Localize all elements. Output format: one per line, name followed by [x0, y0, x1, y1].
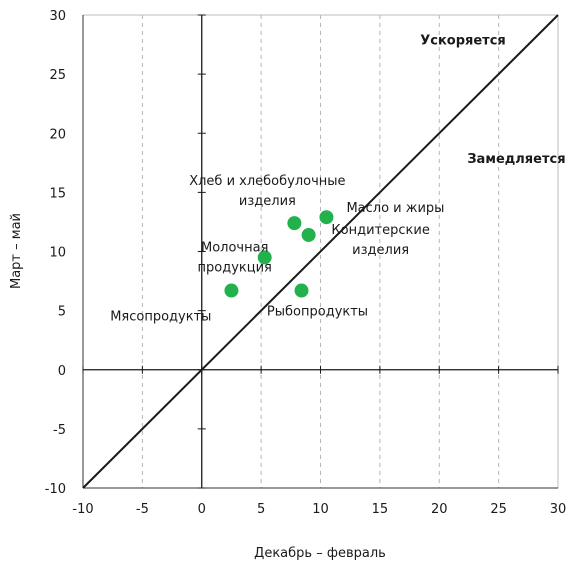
y-tick-label: 30 [49, 9, 66, 24]
tick-labels: -10 -5 0 5 10 15 20 25 30 -10 -5 0 5 10 15 20 25 30 [45, 9, 567, 517]
grid [141, 15, 500, 488]
x-tick-label: -10 [72, 502, 93, 517]
point-label: Рыбопродукты [267, 305, 368, 320]
x-tick-label: 20 [431, 502, 448, 517]
point-label: Хлеб и хлебобулочные изделия [189, 174, 345, 209]
x-tick-label: 5 [257, 502, 265, 517]
region-label: Ускоряется [420, 34, 506, 49]
y-axis-title: Март – май [9, 213, 24, 289]
point-label: Кондитерские изделия [331, 223, 429, 258]
region-label: Замедляется [467, 152, 565, 167]
diagonal-line [82, 14, 559, 489]
data-point [224, 283, 239, 298]
point-label-line: Масло и жиры [346, 201, 444, 216]
point-label-line: Хлеб и хлебобулочные [189, 174, 345, 189]
y-tick-label: 15 [49, 186, 66, 201]
y-tick-label: 5 [58, 305, 66, 320]
y-tick-label: 20 [49, 127, 66, 142]
x-tick-label: -5 [136, 502, 149, 517]
y-tick-label: -5 [53, 423, 66, 438]
point-label-line: Молочная [201, 240, 268, 255]
x-tick-label: 10 [312, 502, 329, 517]
data-points [224, 210, 334, 298]
data-point [301, 227, 316, 242]
point-label-line: продукция [198, 260, 272, 275]
point-labels: Мясопродукты Молочная продукция Хлеб и хлеб… [110, 174, 444, 324]
point-label-line: Мясопродукты [110, 310, 211, 325]
axes [82, 14, 559, 489]
point-label: Масло и жиры [346, 201, 444, 216]
data-point [294, 283, 309, 298]
point-label-line: Кондитерские [331, 223, 429, 238]
point-label-line: изделия [352, 243, 409, 258]
x-axis-title: Декабрь – февраль [254, 546, 386, 561]
y-tick-label: 10 [49, 246, 66, 261]
y-tick-label: -10 [45, 482, 66, 497]
point-label: Молочная продукция [198, 240, 272, 275]
x-tick-label: 15 [372, 502, 389, 517]
data-point [257, 250, 272, 265]
region-annotations: Ускоряется Замедляется [420, 34, 565, 167]
y-tick-label: 0 [58, 364, 66, 379]
point-label-line: Рыбопродукты [267, 305, 368, 320]
x-tick-label: 25 [490, 502, 507, 517]
x-tick-label: 30 [550, 502, 567, 517]
data-point [319, 210, 334, 225]
reference-line [82, 14, 559, 489]
point-label: Мясопродукты [110, 310, 211, 325]
data-point [287, 216, 302, 231]
x-tick-label: 0 [198, 502, 206, 517]
y-tick-label: 25 [49, 68, 66, 83]
point-label-line: изделия [239, 194, 296, 209]
